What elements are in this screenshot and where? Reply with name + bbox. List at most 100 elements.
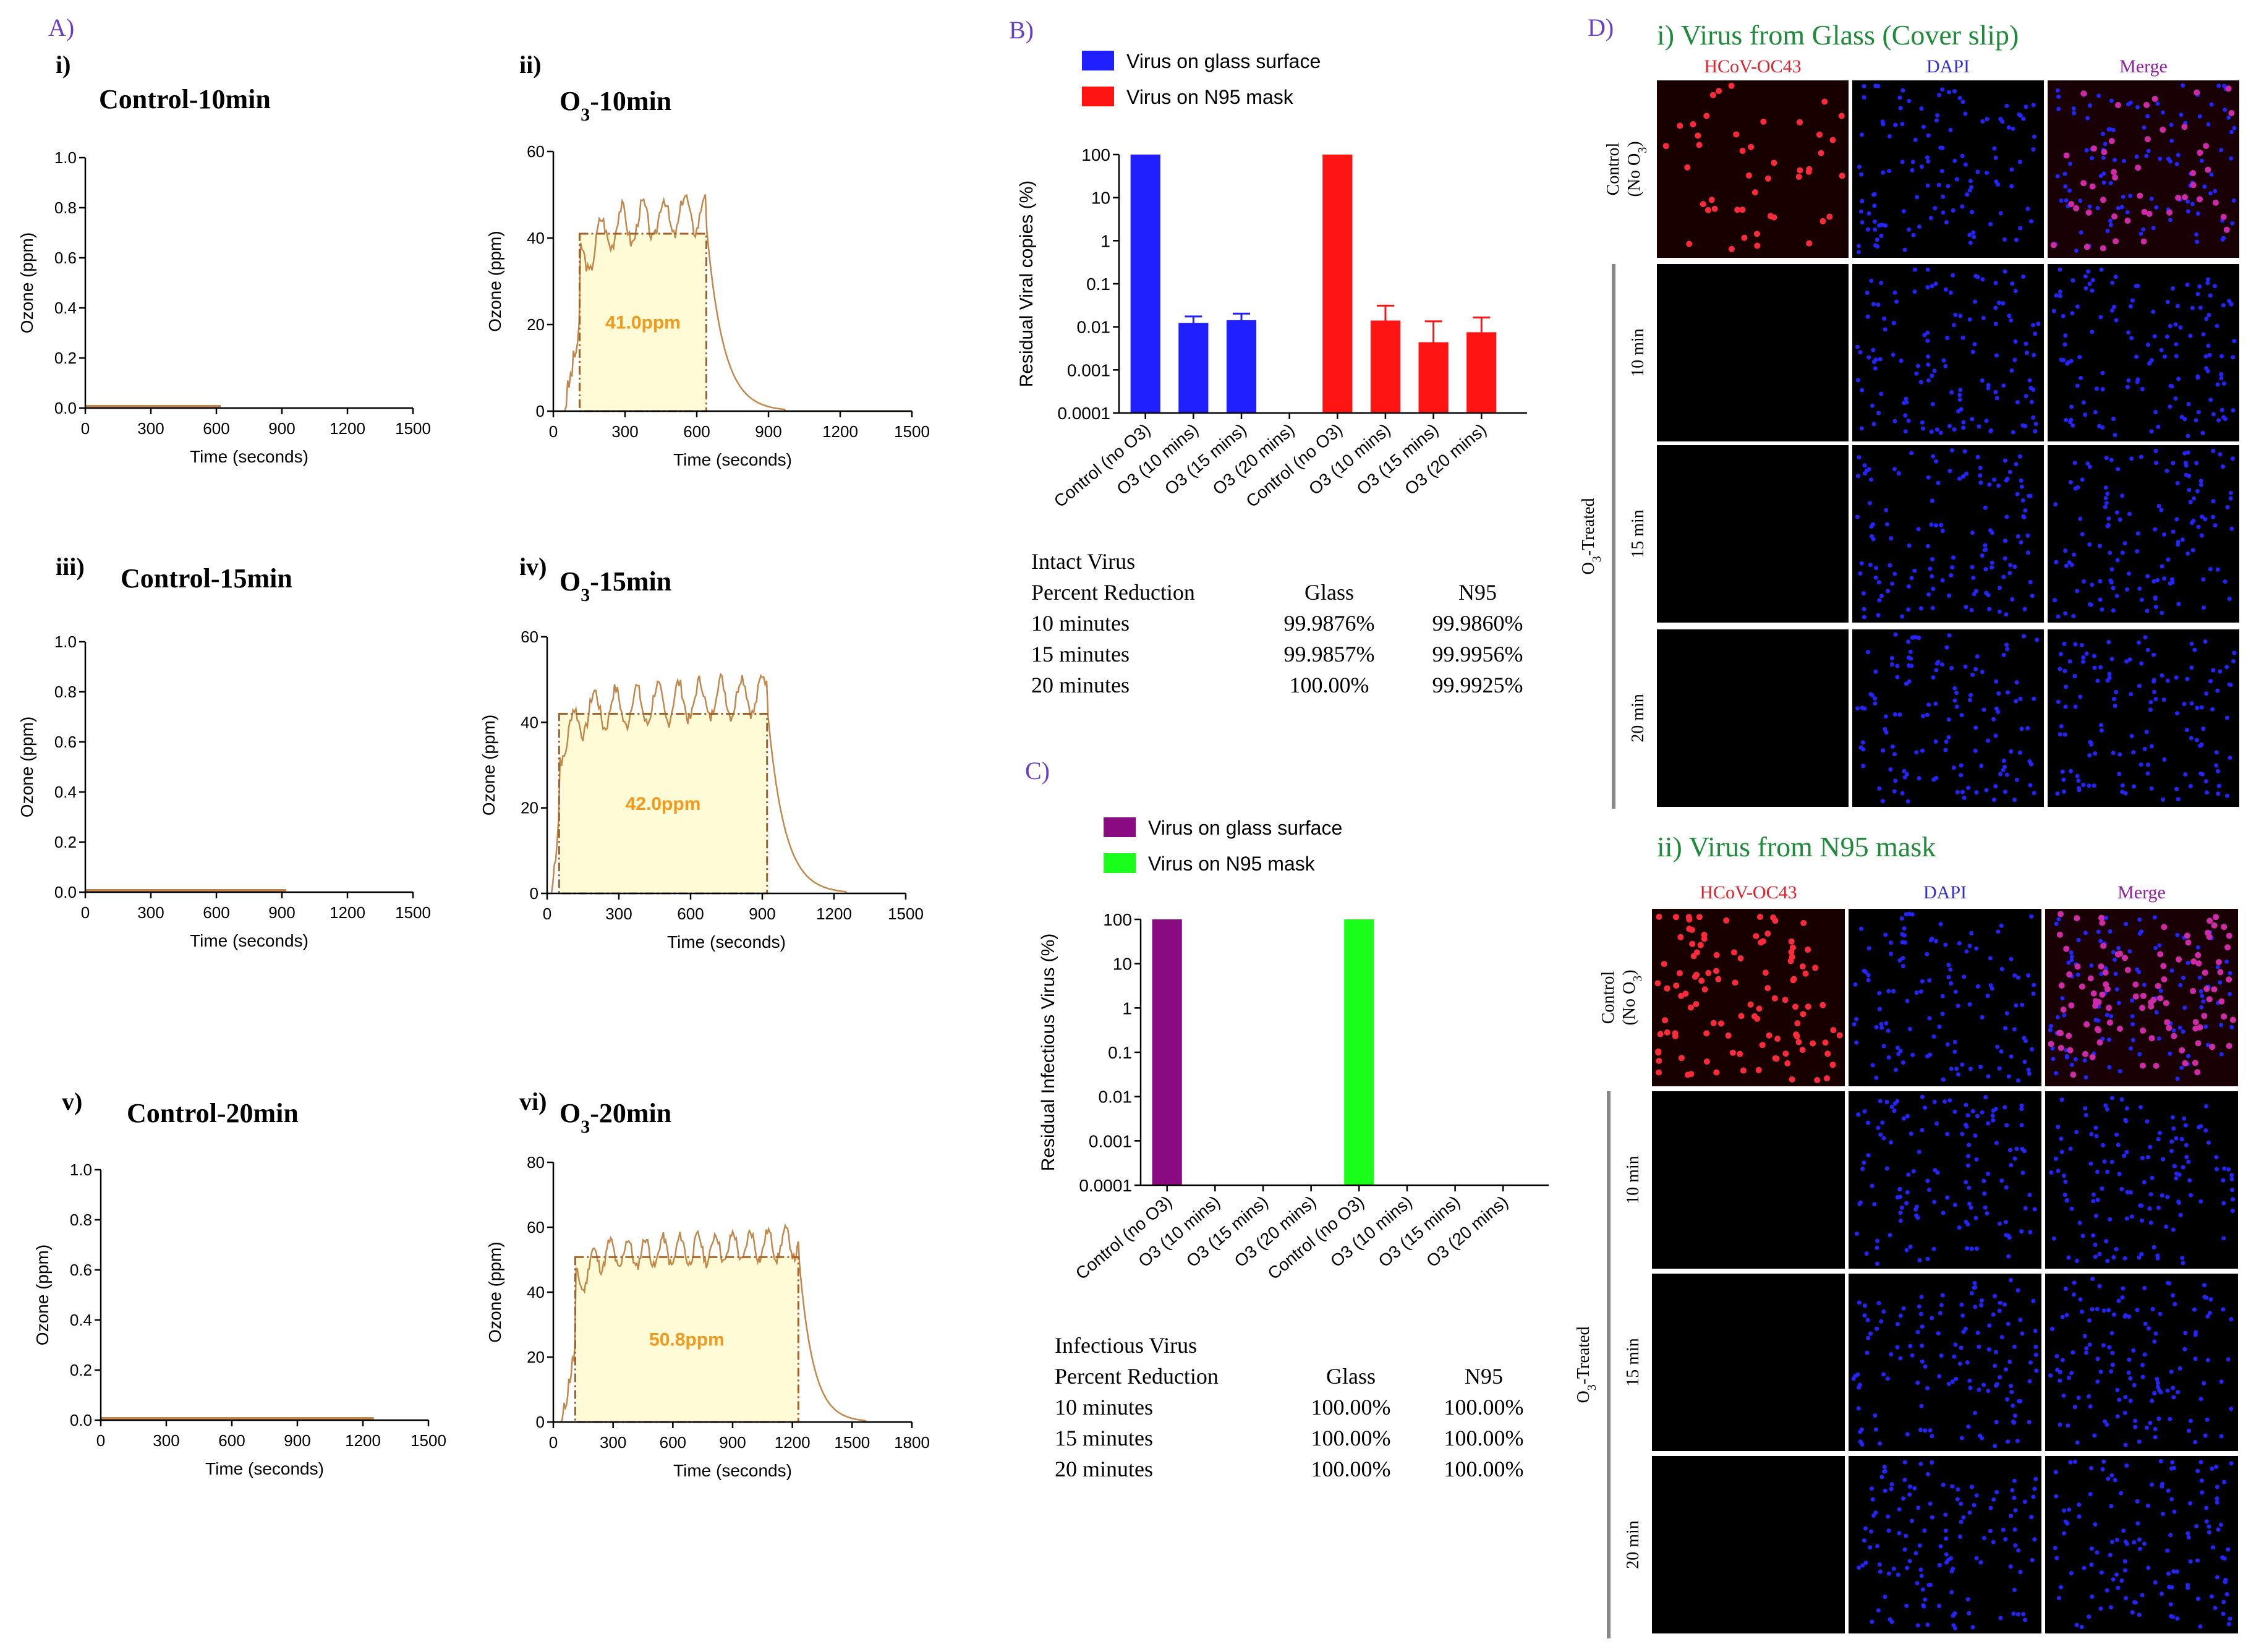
micro-cell-blue [2156,1416,2161,1421]
micro-cell-blue [1943,287,1948,292]
micro-cell-red [1767,213,1774,219]
micro-cell-blue [1946,963,1951,968]
micro-cell-blue [1925,183,1930,188]
micro-cell-blue [2189,701,2194,706]
micro-cell-blue [2202,184,2207,189]
micro-cell-blue [2117,1069,2122,1074]
micro-cell-blue [1993,1107,1998,1112]
micro-cell-blue [1928,1501,1933,1506]
micro-cell-blue [2106,1308,2111,1313]
micro-cell-blue [2169,1497,2174,1502]
micro-cell-blue [2013,1543,2018,1548]
x-tick-label: 600 [677,905,704,923]
micro-cell-red [1690,121,1696,127]
treated-row-label: 10 min [1624,1156,1643,1204]
avg-area [575,1257,799,1422]
micro-cell-blue [2186,1054,2190,1058]
micro-cell-blue [1939,522,1943,527]
micro-cell-blue [2128,1376,2133,1381]
micro-cell-blue [1926,1471,1930,1476]
micro-cell-blue [2139,1252,2144,1257]
micro-cell-blue [2221,1201,2226,1206]
micro-cell-blue [2024,351,2029,356]
micro-cell-blue [1987,607,1992,611]
micro-cell-blue [2216,769,2220,773]
micro-cell-blue [1869,477,1873,482]
micro-cell-blue [1960,1062,1965,1067]
micro-cell-blue [1931,587,1936,591]
y-tick-label: 60 [527,142,545,161]
micro-cell-blue [2087,464,2092,469]
micro-cell-blue [2205,1358,2210,1363]
micro-cell-blue [2166,1280,2171,1285]
micro-cell-red [1655,1048,1662,1055]
micro-cell-blue [1916,1505,1921,1510]
micro-cell-blue [1919,1295,1924,1300]
micro-cell-blue [1912,289,1917,294]
micro-cell-blue [1887,1233,1892,1238]
treated-row-label: 15 min [1628,509,1648,558]
micro-cell-blue [1859,561,1864,566]
y-tick-label: 0.0001 [1079,1176,1132,1195]
y-tick-label: 40 [527,229,545,247]
micro-cell-blue [2171,461,2176,466]
micro-cell-blue [2221,303,2226,308]
micro-cell-blue [1868,692,1873,697]
micro-cell-blue [1871,302,1876,307]
micro-cell-blue [2204,1519,2209,1524]
micro-cell-blue [1932,1199,1937,1204]
micro-cell-blue [2163,354,2167,359]
micro-cell-blue [1967,697,1972,702]
micro-cell-blue [2088,1161,2093,1166]
micro-cell-blue [2071,106,2076,111]
micro-cell-blue [1912,1486,1917,1491]
micro-cell-red [1812,964,1819,971]
micro-cell-blue [2196,410,2201,415]
micro-cell-blue [2072,674,2077,678]
micro-cell-blue [1889,536,1894,541]
micro-cell-blue [1926,354,1931,359]
micro-cell-blue [2151,309,2156,314]
micro-cell-blue [2186,1535,2191,1539]
micro-cell-blue [1999,1335,2004,1340]
micro-cell-blue [2188,333,2193,338]
bar [1418,342,1449,413]
chart-sub-label: v) [62,1088,82,1115]
micro-cell-red [1772,1055,1779,1062]
panel-letter-a: A) [48,14,74,41]
micro-cell-blue [2226,115,2231,120]
micro-cell-red [1686,916,1693,923]
micro-cell-blue [2124,1216,2129,1221]
micro-cell-blue [2069,1206,2074,1211]
micro-cell-red [1672,914,1679,921]
micro-cell-blue [1963,162,1968,167]
micro-cell-blue [1906,419,1911,424]
micro-cell-blue [1929,429,1934,434]
micro-cell-blue [2011,1403,2015,1408]
micro-cell-blue [2113,433,2117,438]
micro-cell-blue [2186,402,2191,407]
micro-cell-blue [1866,1153,1871,1158]
micro-cell-blue [2062,732,2067,737]
micro-cell-magenta [2206,934,2213,940]
micro-cell-magenta [2220,213,2227,220]
micro-cell-blue [2216,783,2221,788]
micro-cell-blue [2100,425,2105,430]
micro-cell-blue [1917,1258,1922,1262]
x-tick-label: 0 [96,1431,105,1450]
x-tick-label: 600 [683,422,710,441]
micro-image [1657,445,1849,623]
micro-cell-red [1810,1040,1816,1047]
micro-cell-blue [1962,449,1967,454]
micro-cell-blue [2062,342,2067,347]
micro-cell-blue [1920,1094,1925,1099]
micro-cell-magenta [2195,952,2202,958]
micro-cell-blue [2137,1255,2142,1260]
micro-cell-magenta [2100,942,2107,949]
micro-cell-red [1728,82,1735,89]
x-tick-label: 0 [543,905,551,923]
y-axis-label: Ozone (ppm) [17,232,36,333]
micro-cell-blue [2120,1295,2125,1300]
micro-cell-magenta [2140,992,2147,999]
